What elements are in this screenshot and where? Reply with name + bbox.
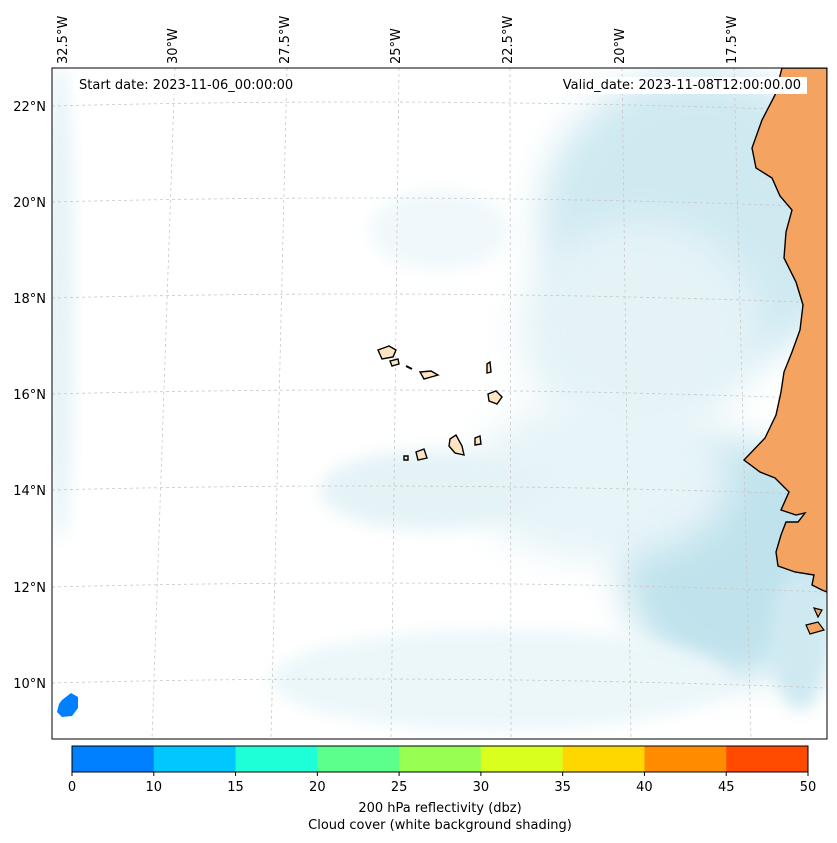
meridian-20w <box>621 68 632 739</box>
colorbar-tick-label: 35 <box>554 780 571 795</box>
lat-label: 22°N <box>13 100 46 115</box>
lon-label: 17.5°W <box>725 16 740 64</box>
lon-label: 30°W <box>166 28 181 64</box>
lon-label: 20°W <box>613 28 628 64</box>
colorbar-tick-label: 30 <box>473 780 490 795</box>
parallel-14n <box>52 485 827 496</box>
valid-date-label: Valid_date: 2023-11-08T12:00:00.00 <box>556 77 807 94</box>
colorbar-swatch <box>562 746 645 772</box>
parallel-22n <box>52 101 827 112</box>
graticule <box>52 68 827 739</box>
island-brava <box>403 455 409 461</box>
colorbar-tick-label: 40 <box>636 780 653 795</box>
cloud-cover-shading <box>52 68 827 730</box>
colorbar-swatch <box>480 746 564 772</box>
parallel-16n <box>52 389 827 400</box>
africa-landmass <box>742 68 827 593</box>
lon-label: 25°W <box>389 28 404 64</box>
island-santo-antao <box>377 345 397 360</box>
parallel-18n <box>52 293 827 304</box>
colorbar-swatch <box>153 746 237 772</box>
lon-label: 22.5°W <box>501 16 516 64</box>
map-panel <box>52 68 827 739</box>
lat-label: 16°N <box>13 388 46 403</box>
lat-label: 14°N <box>13 484 46 499</box>
lon-label: 32.5°W <box>56 16 71 64</box>
colorbar-swatch <box>72 746 155 772</box>
island-maio <box>474 435 482 446</box>
colorbar-tick-label: 0 <box>68 780 76 795</box>
colorbar-swatch <box>235 746 318 772</box>
lat-label: 10°N <box>13 677 46 692</box>
latitude-labels: 22°N 20°N 18°N 16°N 14°N 12°N 10°N <box>13 100 46 692</box>
colorbar-ticks: 0 10 15 20 25 30 35 40 45 50 <box>68 772 816 795</box>
lat-label: 20°N <box>13 196 46 211</box>
island-santa-luzia <box>405 365 413 370</box>
island-fogo <box>415 448 428 461</box>
colorbar-tick-label: 20 <box>309 780 326 795</box>
parallel-10n <box>52 678 827 689</box>
bissau-islands <box>805 607 826 635</box>
start-date-label: Start date: 2023-11-06_00:00:00 <box>73 77 300 94</box>
lon-label: 27.5°W <box>278 16 293 64</box>
meridian-30w <box>151 68 176 739</box>
island-sal <box>486 360 492 374</box>
cape-verde-islands <box>377 345 503 461</box>
colorbar-tick-label: 25 <box>391 780 408 795</box>
parallel-20n <box>52 197 827 208</box>
colorbar-subtitle: Cloud cover (white background shading) <box>308 818 572 833</box>
meridian-17-5w <box>733 68 752 739</box>
colorbar-tick-label: 15 <box>227 780 244 795</box>
parallel-12n <box>52 582 827 593</box>
colorbar-tick-label: 45 <box>718 780 735 795</box>
island-sao-vicente <box>389 358 400 367</box>
island-boa-vista <box>487 390 503 405</box>
island-sao-nicolau <box>418 370 440 380</box>
lat-label: 18°N <box>13 292 46 307</box>
meridian-27-5w <box>270 68 288 739</box>
colorbar-swatch <box>644 746 727 772</box>
colorbar-swatches <box>72 746 809 772</box>
colorbar-swatch <box>726 746 809 772</box>
colorbar-tick-label: 10 <box>146 780 163 795</box>
colorbar: 0 10 15 20 25 30 35 40 45 50 <box>68 745 816 795</box>
map-frame <box>51 67 828 740</box>
colorbar-title: 200 hPa reflectivity (dbz) <box>358 801 522 816</box>
colorbar-swatch <box>399 746 482 772</box>
reflectivity-echo <box>57 693 78 717</box>
meridian-22-5w <box>509 68 512 739</box>
longitude-labels: 32.5°W 30°W 27.5°W 25°W 22.5°W 20°W 17.5… <box>56 16 740 64</box>
island-santiago <box>448 433 465 456</box>
colorbar-swatch <box>317 746 400 772</box>
lat-label: 12°N <box>13 581 46 596</box>
colorbar-frame <box>71 745 809 773</box>
meridian-25w <box>390 68 400 739</box>
colorbar-tick-label: 50 <box>800 780 817 795</box>
